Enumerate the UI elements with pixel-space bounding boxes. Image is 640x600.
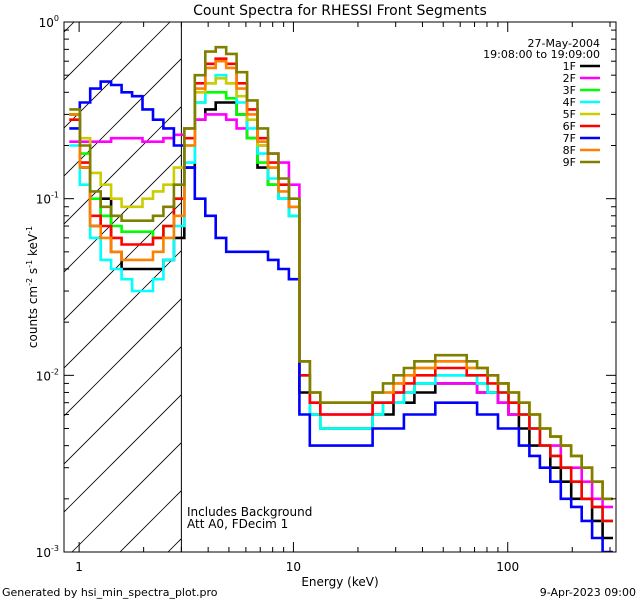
x-tick-label: 10 xyxy=(286,560,301,574)
y-axis-label-exp3: -1 xyxy=(25,226,34,234)
y-tick-label: 10-3 xyxy=(36,544,59,560)
annotation-attenuator: Att A0, FDecim 1 xyxy=(187,517,288,531)
x-tick-label: 1 xyxy=(75,560,83,574)
legend-label-8F: 8F xyxy=(563,144,576,157)
series-line-7F xyxy=(69,80,613,552)
hatch-line xyxy=(64,394,182,513)
hatch-line xyxy=(64,22,171,129)
chart-title: Count Spectra for RHESSI Front Segments xyxy=(193,3,487,19)
y-axis-label: counts cm-2 s-1 keV-1 xyxy=(25,226,40,348)
hatch-line xyxy=(64,106,182,225)
legend-label-5F: 5F xyxy=(563,108,576,121)
series-line-6F xyxy=(69,57,613,523)
legend-date: 27-May-2004 xyxy=(528,37,600,50)
y-tick-label: 100 xyxy=(39,14,59,30)
footer-generator: Generated by hsi_min_spectra_plot.pro xyxy=(2,586,218,599)
hatch-line xyxy=(64,202,182,321)
legend-time-range: 19:08:00 to 19:09:00 xyxy=(483,48,600,61)
plot-frame xyxy=(63,21,617,553)
legend-label-6F: 6F xyxy=(563,120,576,133)
legend-label-1F: 1F xyxy=(563,60,576,73)
x-axis-label: Energy (keV) xyxy=(301,575,378,589)
y-tick-label: 10-2 xyxy=(36,367,59,383)
legend-label-7F: 7F xyxy=(563,132,576,145)
y-axis-label-exp1: -2 xyxy=(25,278,34,286)
y-axis: 100 10-1 10-2 10-3 xyxy=(36,14,616,560)
legend-label-9F: 9F xyxy=(563,156,576,169)
x-axis: 1 10 100 xyxy=(75,22,611,574)
hatch-line xyxy=(71,442,182,552)
y-axis-label-main: counts cm xyxy=(26,286,40,348)
series-lines xyxy=(69,45,613,552)
hatch-line xyxy=(64,250,182,369)
legend-label-3F: 3F xyxy=(563,84,576,97)
legend-label-4F: 4F xyxy=(563,96,576,109)
annotation-background: Includes Background xyxy=(187,505,312,519)
footer-timestamp: 9-Apr-2023 09:00 xyxy=(540,586,636,599)
y-tick-label: 10-1 xyxy=(36,191,59,207)
series-line-9F xyxy=(69,45,613,501)
legend-label-2F: 2F xyxy=(563,72,576,85)
y-axis-label-exp2: -1 xyxy=(25,260,34,268)
hatch-line xyxy=(64,58,182,177)
y-axis-label-mid: s xyxy=(26,268,40,278)
x-tick-label: 100 xyxy=(496,560,519,574)
y-axis-label-tail: keV xyxy=(26,233,40,260)
